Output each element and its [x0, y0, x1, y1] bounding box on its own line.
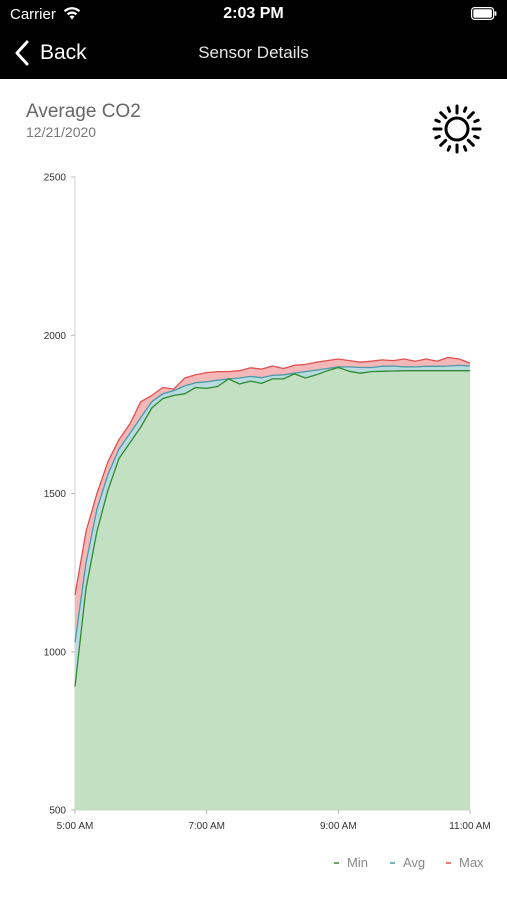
- y-tick-label: 500: [49, 806, 66, 817]
- y-tick-label: 1000: [44, 647, 67, 658]
- max-series-area: [75, 357, 470, 810]
- avg-series-line: [74, 364, 471, 643]
- x-tick-label: 5:00 AM: [57, 821, 94, 832]
- avg-series-area: [75, 365, 470, 810]
- sun-icon[interactable]: [431, 103, 483, 155]
- carrier-label: Carrier: [10, 6, 56, 23]
- x-tick-label: 11:00 AM: [449, 821, 491, 832]
- back-button[interactable]: Back: [14, 38, 87, 68]
- chevron-left-icon: [15, 40, 29, 66]
- min-series-area: [75, 367, 470, 810]
- y-tick-label: 2500: [44, 173, 67, 184]
- navigation-bar: Back Sensor Details: [0, 28, 507, 79]
- legend-label-max: Max: [459, 855, 484, 870]
- y-tick-label: 1500: [44, 489, 67, 500]
- top-bar: Carrier 2:03 PM Back Sensor Details: [0, 0, 507, 79]
- chart-date: 12/21/2020: [26, 124, 97, 140]
- x-tick-label: 9:00 AM: [320, 821, 357, 832]
- y-tick-label: 2000: [44, 331, 67, 342]
- battery-icon: [471, 7, 497, 20]
- nav-title: Sensor Details: [198, 43, 309, 62]
- x-tick-label: 7:00 AM: [188, 821, 225, 832]
- legend-label-min: Min: [347, 855, 368, 870]
- min-series-line: [74, 366, 470, 687]
- status-bar: Carrier 2:03 PM: [0, 0, 507, 28]
- wifi-icon: [63, 7, 81, 20]
- chart-title: Average CO2: [26, 101, 141, 122]
- status-time: 2:03 PM: [223, 5, 284, 22]
- back-label: Back: [40, 41, 87, 64]
- max-series-line: [74, 356, 471, 595]
- legend-label-avg: Avg: [403, 855, 425, 870]
